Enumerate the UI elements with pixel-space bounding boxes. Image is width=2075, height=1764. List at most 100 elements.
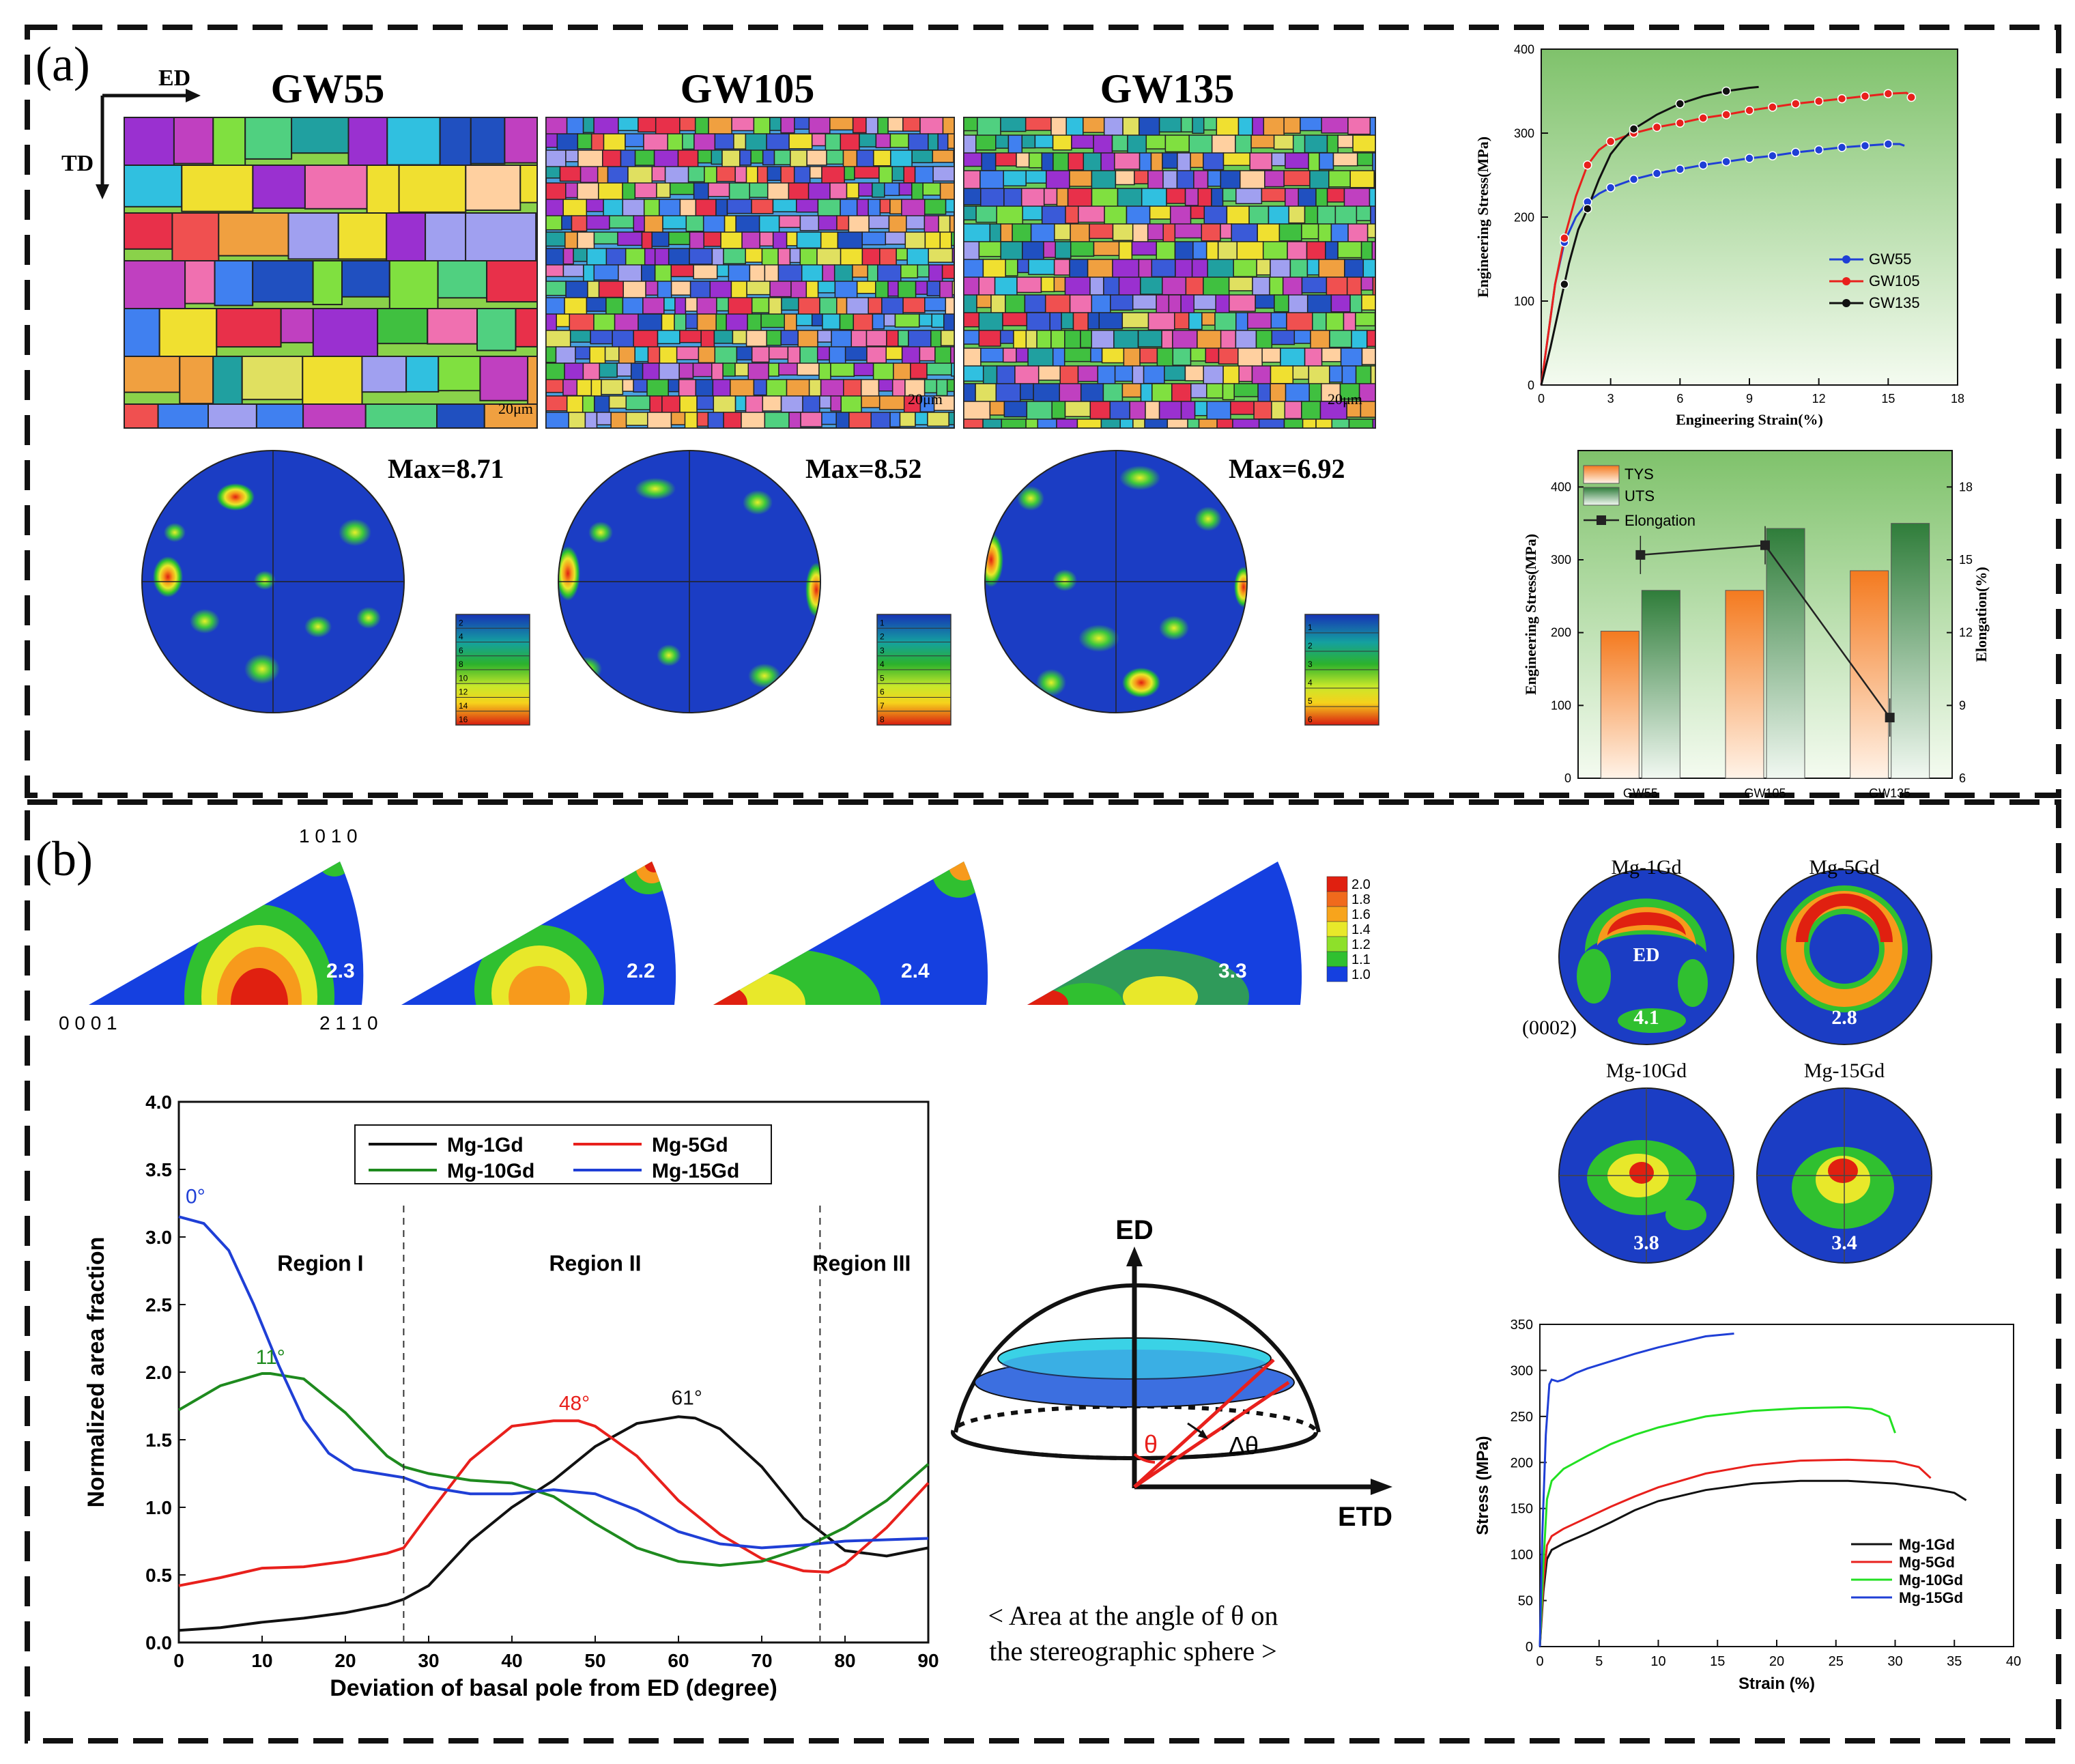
marker-gw105 (1906, 92, 1916, 102)
grain (1000, 117, 1027, 132)
grain (726, 199, 752, 214)
bar-tys (1600, 631, 1640, 779)
grain (1174, 241, 1194, 261)
grain (598, 281, 624, 298)
grain (692, 362, 713, 378)
peak-annotation: 48° (559, 1392, 590, 1414)
grain (764, 412, 790, 429)
elongation-marker (1885, 713, 1895, 723)
grain (1348, 418, 1374, 429)
grain (723, 412, 742, 429)
td-axis-label: TD (61, 151, 94, 176)
grain (693, 133, 716, 152)
grain (762, 150, 775, 166)
grain (1197, 188, 1212, 208)
chart-mggd-stress-strain: 0 5 10 15 20 25 30 35 40 0 50 100 150 200 250 300 350 Str… (1474, 1318, 2021, 1693)
bar-uts (1766, 528, 1805, 779)
scale-bar-gw105: 20μm (908, 390, 943, 408)
grain (1101, 347, 1125, 364)
ipf-scale-swatch (1326, 966, 1348, 982)
grain (1164, 134, 1190, 153)
grain (1220, 223, 1232, 239)
grain (829, 117, 854, 131)
grain (1273, 134, 1294, 150)
ipf-value-1: 2.3 (326, 960, 355, 982)
grain (794, 117, 810, 130)
grain (931, 313, 945, 328)
grain (865, 117, 878, 137)
grain (252, 260, 314, 303)
grain (1028, 152, 1043, 169)
grain (994, 152, 1017, 167)
legend-marker (1842, 277, 1850, 285)
grain (927, 412, 949, 427)
grain (244, 117, 293, 160)
grain (1192, 117, 1205, 134)
grain (772, 231, 788, 251)
grain (941, 264, 955, 279)
grain (1252, 276, 1270, 296)
grain (1190, 152, 1204, 169)
grain (796, 199, 819, 213)
chart-gw-strength-bars: 0 100 200 300 400 6 9 12 15 18 Engineering Stress(… (1522, 450, 1990, 800)
x-tick-label: 25 (1829, 1654, 1844, 1669)
grain (1360, 276, 1374, 291)
grain (596, 412, 612, 426)
grain (900, 264, 919, 279)
grain (898, 182, 913, 196)
grain (668, 379, 680, 393)
grain (751, 297, 770, 313)
grain (894, 313, 920, 328)
grain (1214, 312, 1237, 332)
grain (1372, 152, 1376, 173)
grain (1192, 241, 1207, 260)
grain (963, 223, 991, 245)
grain (659, 346, 678, 365)
pole-name-2: Mg-5Gd (1809, 856, 1879, 879)
grain (696, 297, 717, 315)
marker-gw135 (1629, 124, 1639, 134)
grain (620, 150, 636, 169)
grain (1203, 152, 1225, 171)
grain (809, 166, 822, 179)
grain (711, 150, 723, 165)
scale-tick-label: 2 (1308, 641, 1313, 651)
grain (662, 215, 687, 229)
grain (1205, 347, 1220, 363)
grain (854, 166, 880, 179)
grain (780, 166, 795, 186)
grain (873, 150, 891, 167)
grain (1024, 294, 1046, 313)
x-tick-label: 18 (1951, 392, 1964, 406)
grain (171, 212, 220, 267)
ipf-mg5gd (401, 862, 676, 1005)
x-tick-label: 35 (1947, 1654, 1962, 1669)
grain (1071, 134, 1094, 149)
grain (1271, 401, 1286, 420)
legend-swatch (1583, 487, 1620, 506)
panel-b-label: (b) (35, 831, 93, 886)
grain (963, 170, 981, 190)
legend-marker (1842, 255, 1850, 264)
marker-gw105 (1583, 160, 1592, 170)
grain (1301, 223, 1319, 240)
scale-ticks-gw135: 1 2 3 4 5 6 (1305, 623, 1379, 726)
grain (746, 281, 771, 296)
grain (733, 133, 747, 150)
grain (1261, 188, 1286, 202)
grain (878, 379, 893, 392)
ipf-scale-swatch (1326, 936, 1348, 952)
grain (1317, 223, 1332, 243)
grain (750, 150, 764, 164)
grain (708, 117, 732, 136)
grain (875, 133, 891, 149)
grain (1078, 205, 1105, 223)
grain (773, 150, 791, 166)
grain (819, 395, 832, 409)
grain (625, 395, 650, 410)
grain (1232, 418, 1260, 429)
grain (599, 362, 618, 378)
x-tick-label: 3 (1607, 392, 1614, 406)
x-tick-label: 20 (1769, 1654, 1784, 1669)
grain (1034, 134, 1054, 149)
